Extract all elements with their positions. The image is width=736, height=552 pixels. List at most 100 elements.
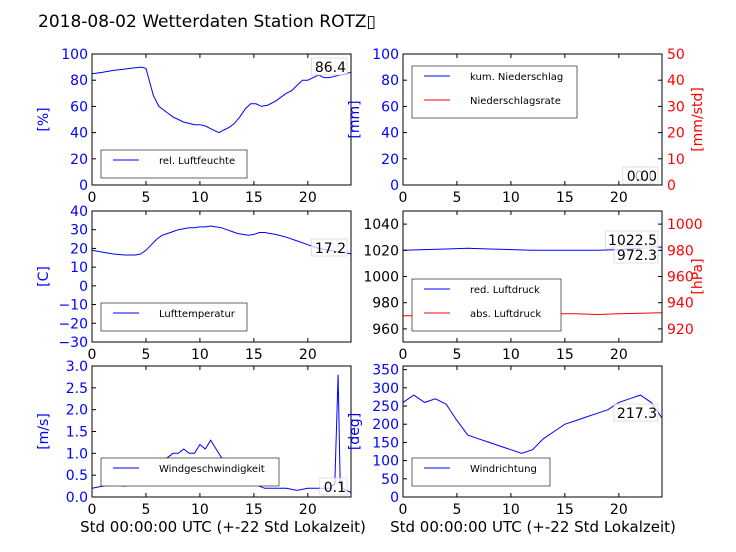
x-tick-label: 20 [299,347,317,363]
y-tick-label: 1000 [363,270,399,286]
y-tick-label: 100 [372,47,399,63]
last-value-label: 0.0 [627,169,649,185]
y-tick-label: 150 [372,435,399,451]
x-tick-label: 20 [610,347,628,363]
y-tick-label: 2.5 [66,381,88,397]
y-axis-label-right: [mm/std] [690,87,706,152]
legend-label: Lufttemperatur [159,309,236,320]
x-tick-label: 0 [88,347,97,363]
last-value-label: 972.3 [617,248,657,264]
last-value-box [311,57,348,76]
legend-label: red. Luftdruck [470,285,540,296]
y-tick-label: −10 [58,298,88,314]
y-axis-label-right: [hPa] [690,258,706,294]
x-tick-label: 10 [502,347,520,363]
y-tick-label-right: 0 [667,178,676,194]
x-tick-label: 0 [399,502,408,518]
y-axis-label: [C] [36,266,52,287]
x-tick-label: 5 [141,190,150,206]
x-tick-label: 5 [452,502,461,518]
x-tick-label: 5 [141,347,150,363]
x-tick-label: 20 [299,190,317,206]
y-tick-label: 2.0 [66,403,88,419]
legend-box [411,65,578,119]
y-axis-label: [mm] [347,100,363,138]
y-axis-label: [%] [36,107,52,131]
y-tick-label-right: 980 [667,243,694,259]
x-tick-label: 0 [399,347,408,363]
panel-temperature: 0 5 10 15 20 −30 −20 −10 0 10 20 30 40 [C] Lufttempera… [36,204,352,363]
y-tick-label: 980 [372,296,399,312]
x-tick-label: 20 [610,502,628,518]
last-value-box [622,166,651,185]
y-tick-label: 300 [372,381,399,397]
x-tick-label: 20 [299,502,317,518]
y-axis-label: [deg] [347,413,363,450]
y-tick-label: 200 [372,417,399,433]
y-tick-label: 0.5 [66,468,88,484]
y-tick-label: −30 [58,335,88,351]
last-value-box [613,245,659,264]
x-tick-label: 15 [245,502,263,518]
y-tick-label-right: 940 [667,296,694,312]
last-value-label: 0.1 [324,480,346,496]
x-tick-label: 10 [502,502,520,518]
y-tick-label: 80 [381,73,399,89]
x-tick-label: 15 [556,347,574,363]
y-tick-label: 1020 [363,243,399,259]
y-tick-label: 960 [372,322,399,338]
x-tick-label: 0 [88,502,97,518]
y-tick-label: 250 [372,399,399,415]
legend-box [100,457,280,487]
panel-winddir: 0 5 10 15 20050100150200250300350[deg]Windri… [347,363,663,518]
y-tick-label: 40 [70,126,88,142]
x-tick-label: 10 [502,190,520,206]
legend-label: Windrichtung [470,464,537,475]
last-value-label: 1022.5 [608,233,657,249]
y-tick-label: 50 [381,472,399,488]
x-tick-label: 10 [191,502,209,518]
series-line-humidity-0 [91,66,352,134]
x-tick-label: 0 [88,190,97,206]
y-tick-label: 1040 [363,217,399,233]
y-tick-label: 60 [70,99,88,115]
last-value-label: 17.2 [315,241,346,257]
y-tick-label-right: 40 [667,73,685,89]
axes-frame-humidity [91,53,352,186]
y-axis-label: [m/s] [36,413,52,450]
last-value-box [311,238,348,257]
panel-pressure: 0 5 10 15 20 960 980 1000 1020 1040 920 940 960 980 10… [363,210,706,363]
y-tick-label: 60 [381,99,399,115]
y-tick-label-right: 920 [667,322,694,338]
legend-box [411,457,551,487]
x-axis-label-right: Std 00:00:00 UTC (+-22 Std Lokalzeit) [390,518,676,536]
legend-label: rel. Luftfeuchte [159,156,235,167]
y-tick-label-right: 30 [667,99,685,115]
y-tick-label: 0.0 [66,490,88,506]
y-tick-label: 30 [70,223,88,239]
y-tick-label: 1.5 [66,425,88,441]
x-tick-label: 15 [556,502,574,518]
y-tick-label: 350 [372,363,399,379]
figure-title: 2018-08-02 Wetterdaten Station ROTZ▯ [38,12,376,32]
last-value-label: 86.4 [315,60,346,76]
y-tick-label-right: 960 [667,270,694,286]
axes-frame-precip [402,53,663,186]
y-tick-label: 0 [390,178,399,194]
legend-label: kum. Niederschlag [470,72,563,83]
series-line-temperature-0 [91,225,352,256]
y-tick-label: 0 [390,490,399,506]
legend-box [100,302,248,332]
y-tick-label: 40 [381,126,399,142]
legend-label: abs. Luftdruck [470,309,541,320]
y-tick-label: 10 [70,260,88,276]
legend-box [100,149,248,179]
y-tick-label: 80 [70,73,88,89]
panel-precip: 0 5 10 15 20 0 20 40 60 80 100 0 10 20 30 40 50 [mm] [mm/s… [347,47,706,206]
y-tick-label: 0 [79,178,88,194]
panel-windspeed: 0 5 10 15 20 0.0 0.5 1.0 1.5 2.0 2.5 3.0 [m/s] Windge… [36,359,352,518]
x-tick-label: 20 [610,190,628,206]
last-value-box [319,477,348,496]
y-tick-label-right: 20 [667,126,685,142]
